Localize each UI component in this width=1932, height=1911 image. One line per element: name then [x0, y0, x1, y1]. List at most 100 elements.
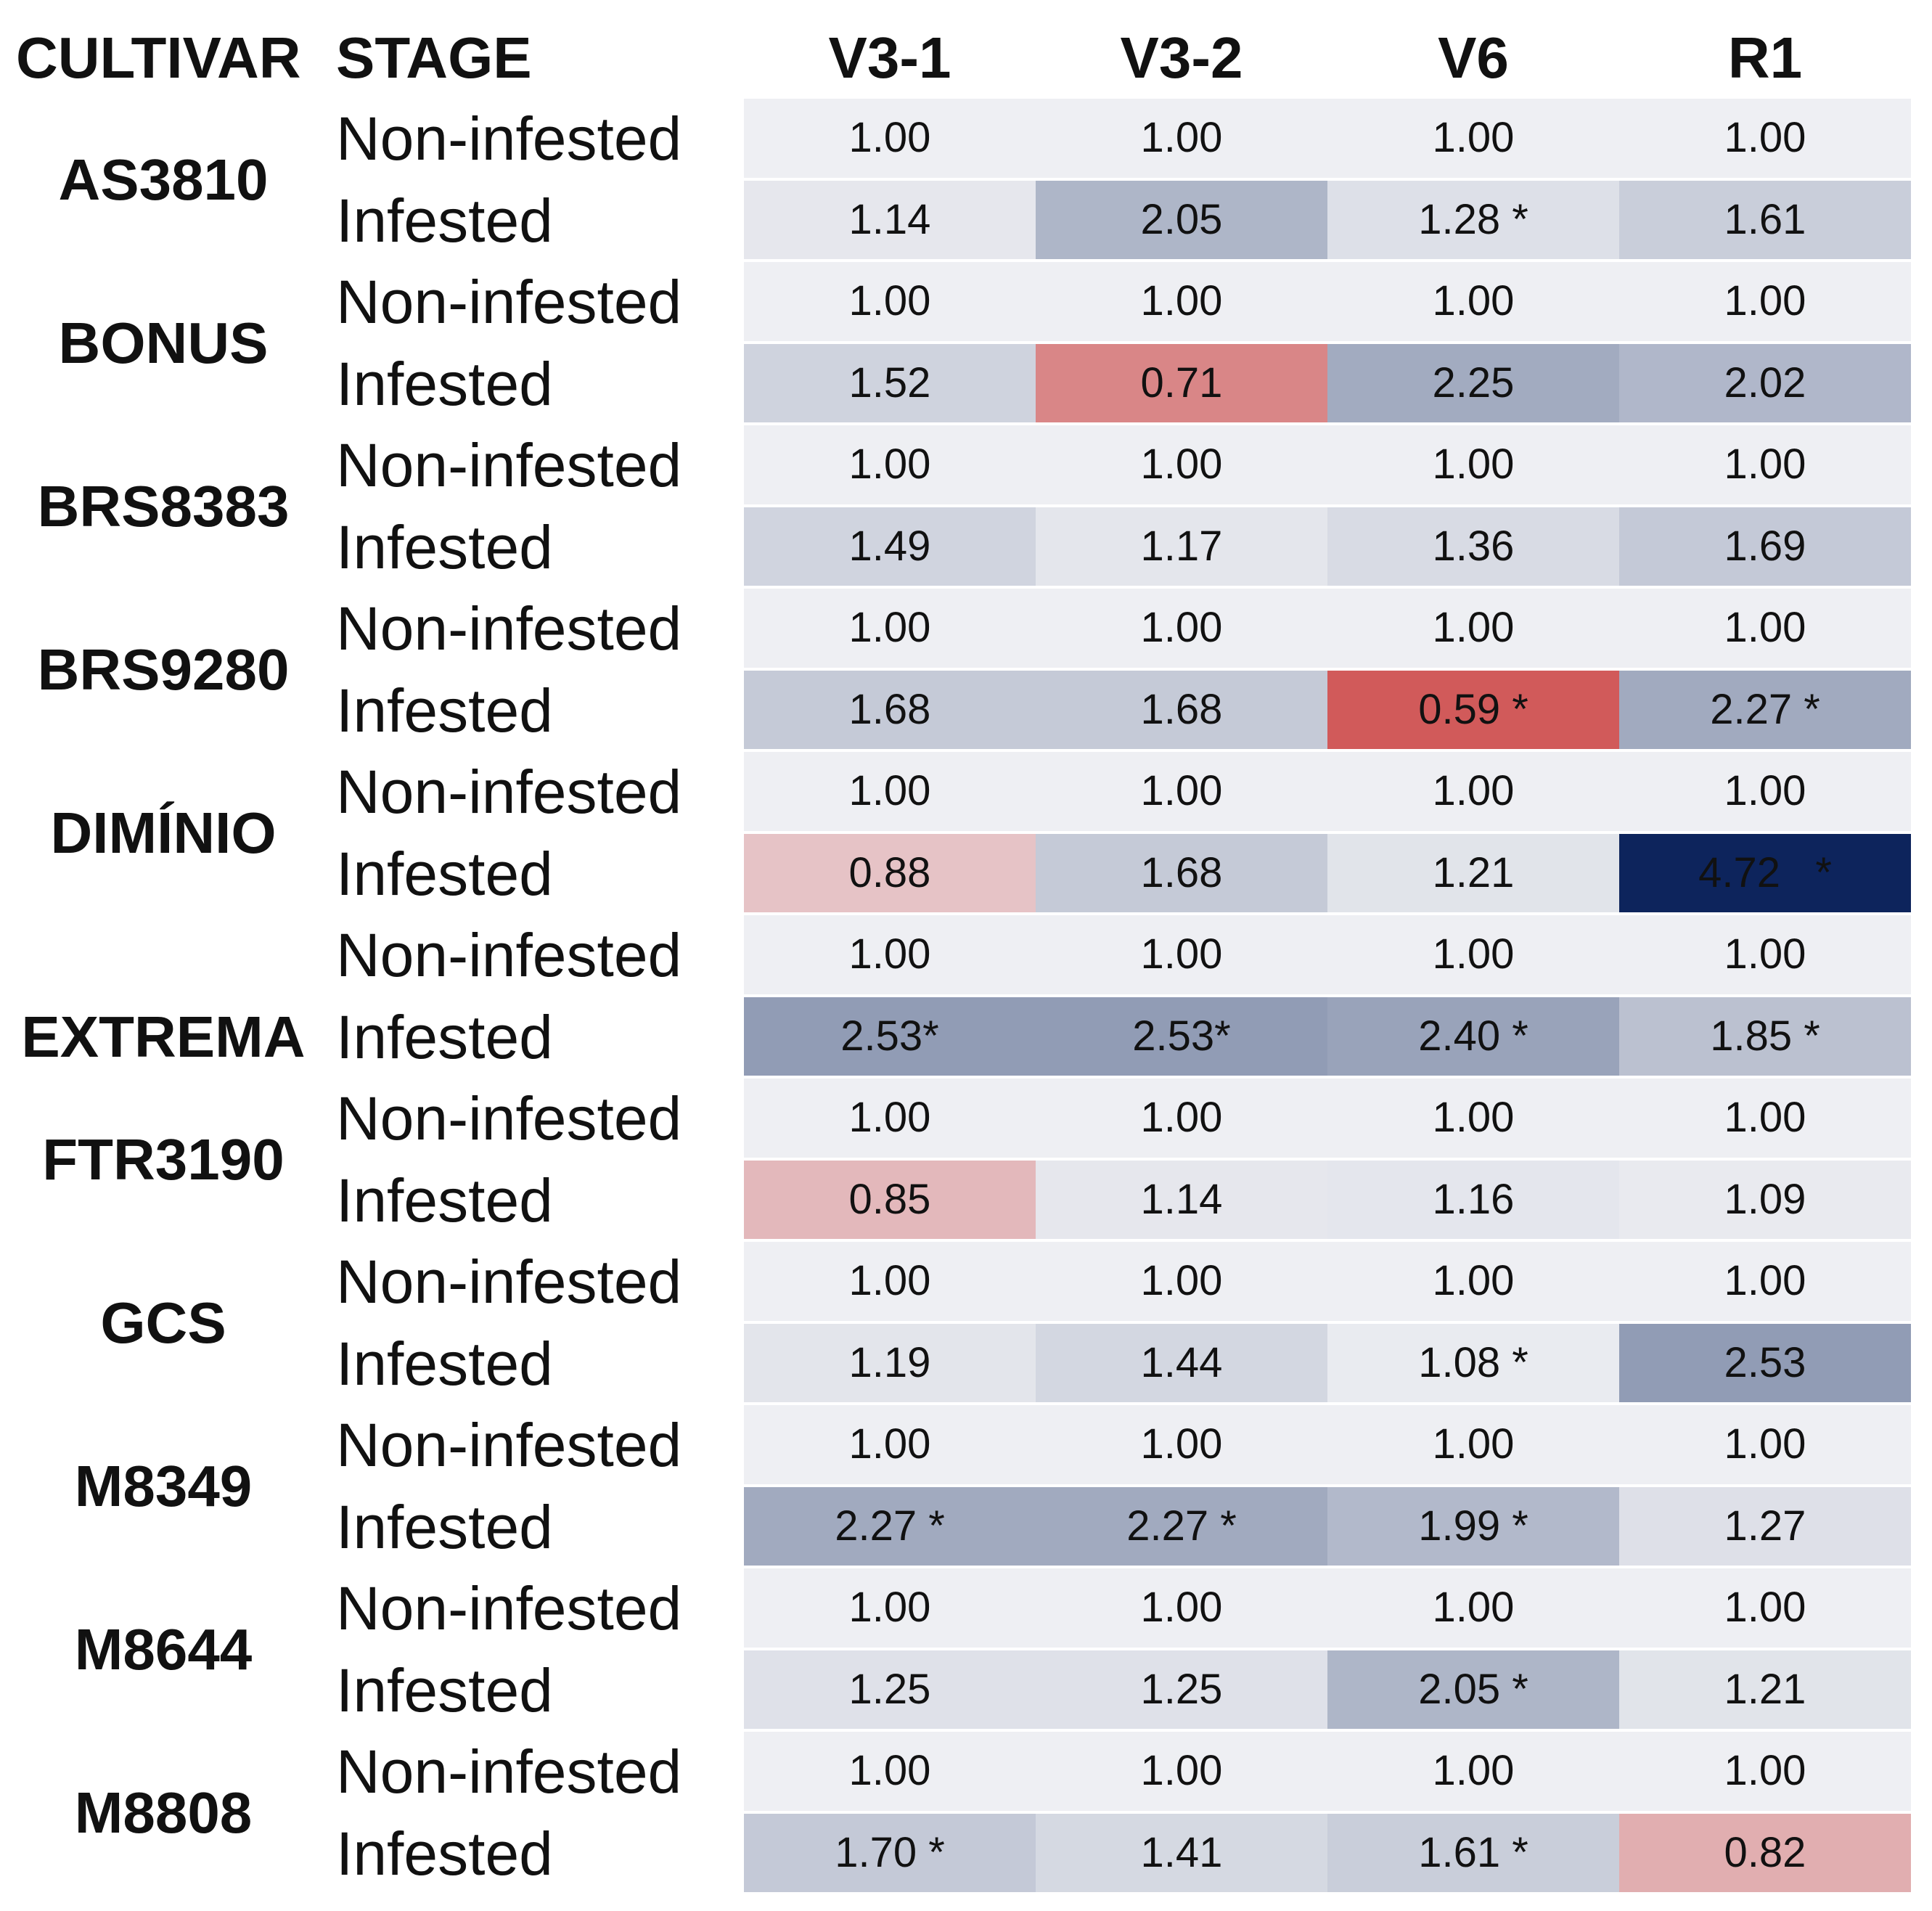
heatmap-cell: 1.00	[1619, 1568, 1911, 1648]
stage-label: Non-infested	[336, 1084, 682, 1153]
heatmap-cell: 1.00	[1327, 1242, 1619, 1321]
stage-label: Non-infested	[336, 1248, 682, 1316]
heatmap-cell: 1.00	[1619, 99, 1911, 178]
heatmap-cell: 1.00	[1327, 1405, 1619, 1484]
heatmap-cell: 1.00	[1619, 915, 1911, 994]
stage-label: Infested	[336, 1492, 553, 1561]
heatmap-cell: 1.68	[744, 670, 1036, 749]
heatmap-cell: 1.00	[744, 1732, 1036, 1811]
heatmap-cell: 1.00	[1619, 589, 1911, 668]
heatmap-cell: 1.61	[1619, 180, 1911, 259]
heatmap-cell: 1.00	[1036, 99, 1327, 178]
stage-label: Infested	[336, 1002, 553, 1071]
heatmap-cell: 1.00	[744, 1242, 1036, 1321]
heatmap-cell: 1.00	[1036, 915, 1327, 994]
heatmap-cell: 1.00	[744, 752, 1036, 831]
heatmap-cell: 2.05 *	[1327, 1650, 1619, 1729]
heatmap-cell: 1.00	[1619, 425, 1911, 504]
heatmap-cell: 1.28 *	[1327, 180, 1619, 259]
heatmap-cell: 1.00	[1619, 1405, 1911, 1484]
cultivar-label-gcs: GCS	[100, 1290, 226, 1355]
heatmap-cell: 1.27	[1619, 1486, 1911, 1566]
heatmap-cell: 2.25	[1327, 343, 1619, 422]
heatmap-cell: 1.08 *	[1327, 1323, 1619, 1402]
column-header-v3-2: V3-2	[1120, 25, 1243, 90]
heatmap-cell: 1.00	[1036, 1242, 1327, 1321]
heatmap-cell: 1.00	[1619, 1732, 1911, 1811]
heatmap-cell: 1.61 *	[1327, 1813, 1619, 1892]
stage-label: Non-infested	[336, 431, 682, 499]
heatmap-cell: 1.00	[1619, 1242, 1911, 1321]
cultivar-label-m8808: M8808	[74, 1780, 253, 1845]
cultivar-label-m8349: M8349	[74, 1453, 253, 1518]
column-header-r1: R1	[1727, 25, 1803, 90]
column-header-v3-1: V3-1	[828, 25, 951, 90]
cultivar-label-bonus: BONUS	[58, 310, 269, 375]
heatmap-cell: 0.85	[744, 1160, 1036, 1239]
heatmap-cell: 1.00	[744, 99, 1036, 178]
heatmap-cell: 1.00	[1327, 99, 1619, 178]
heatmap-cell: 1.00	[1619, 1079, 1911, 1158]
cultivar-label-diminio: DIMÍNIO	[50, 800, 277, 865]
heatmap-cell: 1.00	[744, 589, 1036, 668]
heatmap-cell: 2.40 *	[1327, 997, 1619, 1076]
heatmap-cell: 1.00	[1036, 589, 1327, 668]
cultivar-label-brs9280: BRS9280	[37, 637, 290, 702]
cultivar-label-as3810: AS3810	[58, 147, 269, 212]
stage-label: Non-infested	[336, 594, 682, 663]
heatmap-cell: 1.00	[1327, 262, 1619, 341]
heatmap-cell: 1.00	[1036, 1732, 1327, 1811]
heatmap-cell: 1.00	[1327, 1079, 1619, 1158]
stage-label: Non-infested	[336, 1411, 682, 1479]
heatmap-cell: 1.36	[1327, 507, 1619, 586]
heatmap-cell: 1.14	[1036, 1160, 1327, 1239]
heatmap-cell: 1.00	[1327, 1732, 1619, 1811]
heatmap-cell: 1.00	[1327, 1568, 1619, 1648]
heatmap-cell: 1.44	[1036, 1323, 1327, 1402]
heatmap-cell: 2.27 *	[1036, 1486, 1327, 1566]
heatmap-cell: 1.00	[744, 425, 1036, 504]
heatmap-cell: 2.53*	[744, 997, 1036, 1076]
heatmap-cell: 1.00	[744, 262, 1036, 341]
stage-label: Non-infested	[336, 1738, 682, 1806]
stage-label: Infested	[336, 1166, 553, 1235]
heatmap-cell: 2.53*	[1036, 997, 1327, 1076]
stage-label: Non-infested	[336, 105, 682, 173]
stage-label: Infested	[336, 349, 553, 418]
header-cultivar: CULTIVAR	[16, 25, 301, 90]
heatmap-cell: 1.49	[744, 507, 1036, 586]
header-stage: STAGE	[336, 25, 532, 90]
heatmap-cell: 1.25	[1036, 1650, 1327, 1729]
heatmap-cell: 2.53	[1619, 1323, 1911, 1402]
stage-label: Infested	[336, 512, 553, 581]
heatmap-cell: 0.71	[1036, 343, 1327, 422]
heatmap-cell: 1.00	[1036, 425, 1327, 504]
heatmap-cell: 1.00	[744, 915, 1036, 994]
cultivar-label-ftr3190: FTR3190	[42, 1126, 285, 1192]
heatmap-cell: 1.14	[744, 180, 1036, 259]
cultivar-label-extrema: EXTREMA	[21, 1004, 306, 1069]
heatmap-cell: 1.00	[1036, 1079, 1327, 1158]
stage-label: Infested	[336, 1819, 553, 1888]
heatmap-cell: 0.82	[1619, 1813, 1911, 1892]
heatmap-cell: 0.59 *	[1327, 670, 1619, 749]
column-header-v6: V6	[1438, 25, 1509, 90]
heatmap-cell: 1.00	[1619, 262, 1911, 341]
heatmap-cell: 4.72 *	[1619, 833, 1911, 912]
heatmap-cell: 2.27 *	[1619, 670, 1911, 749]
heatmap-cell: 1.99 *	[1327, 1486, 1619, 1566]
heatmap-cell: 1.00	[1327, 915, 1619, 994]
cultivar-label-m8644: M8644	[74, 1616, 253, 1682]
heatmap-cell: 1.00	[744, 1405, 1036, 1484]
heatmap-cell: 1.70 *	[744, 1813, 1036, 1892]
heatmap-cell: 1.68	[1036, 833, 1327, 912]
stage-label: Infested	[336, 186, 553, 255]
stage-label: Non-infested	[336, 1574, 682, 1642]
heatmap-cell: 2.02	[1619, 343, 1911, 422]
heatmap-cell: 1.00	[744, 1079, 1036, 1158]
heatmap-cell: 1.16	[1327, 1160, 1619, 1239]
stage-label: Infested	[336, 1656, 553, 1724]
heatmap-cell: 1.17	[1036, 507, 1327, 586]
heatmap-cell: 1.68	[1036, 670, 1327, 749]
